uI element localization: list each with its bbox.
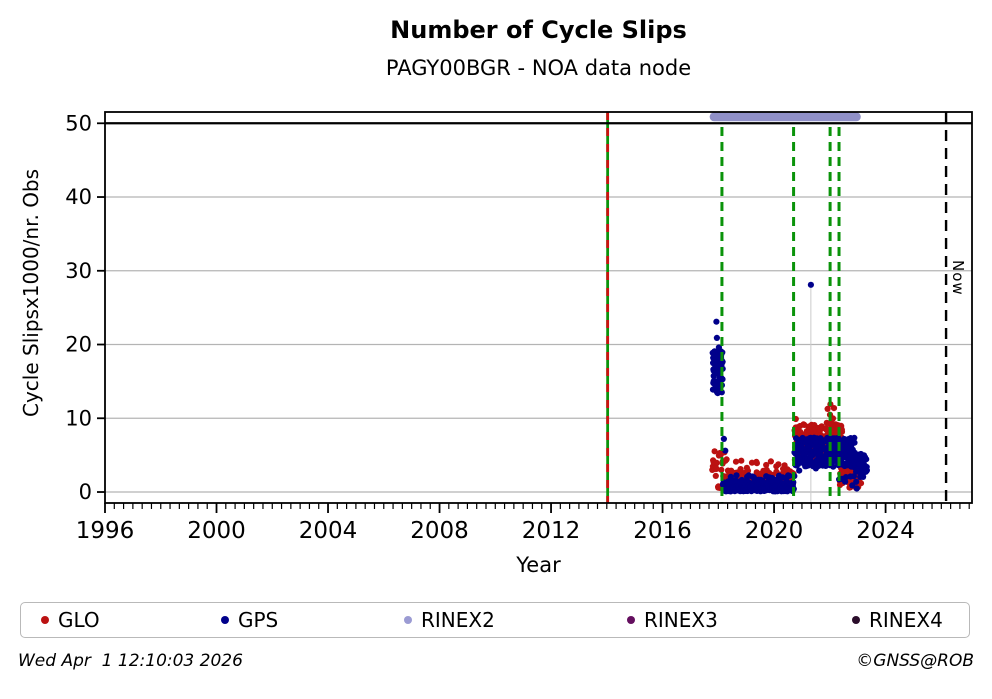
legend-label-gps: GPS (238, 608, 279, 632)
legend-label-glo: GLO (58, 608, 100, 632)
x-tick-label: 2000 (187, 518, 246, 544)
plot-frame (104, 111, 973, 504)
y-tick-label: 50 (65, 111, 92, 135)
y-tick-label: 10 (65, 406, 92, 430)
now-label: Now (949, 260, 967, 296)
legend-item-rinex2: RINEX2 (404, 603, 495, 637)
x-tick-label: 2012 (522, 518, 581, 544)
x-tick-label: 2020 (745, 518, 804, 544)
x-axis-label: Year (516, 553, 561, 577)
y-tick-label: 0 (79, 480, 92, 504)
y-tick-label: 20 (65, 333, 92, 357)
x-tick-label: 2024 (856, 518, 915, 544)
x-tick-label: 1996 (76, 518, 135, 544)
footer-copyright: ©GNSS@ROB (856, 651, 974, 671)
axis-ticks (97, 122, 970, 513)
legend-item-gps: GPS (221, 603, 278, 637)
gps-marker-icon (221, 616, 229, 624)
x-tick-label: 2008 (410, 518, 469, 544)
legend-item-rinex4: RINEX4 (852, 603, 943, 637)
legend-label-rinex3: RINEX3 (644, 608, 718, 632)
y-tick-labels: 0 10 20 30 40 50 (65, 111, 92, 504)
chart-title: Number of Cycle Slips (390, 16, 687, 44)
y-axis-label: Cycle Slipsx1000/nr. Obs (19, 168, 43, 417)
footer-timestamp: Wed Apr 1 12:10:03 2026 (18, 651, 243, 671)
chart-subtitle: PAGY00BGR - NOA data node (385, 56, 692, 80)
legend-item-rinex3: RINEX3 (627, 603, 718, 637)
legend-label-rinex4: RINEX4 (869, 608, 943, 632)
x-tick-labels: 1996 2000 2004 2008 2012 2016 2020 2024 (76, 518, 915, 544)
glo-marker-icon (41, 616, 49, 624)
legend-label-rinex2: RINEX2 (421, 608, 495, 632)
rinex4-marker-icon (852, 616, 860, 624)
rinex3-marker-icon (627, 616, 635, 624)
legend-item-glo: GLO (41, 603, 100, 637)
legend-box: GLO GPS RINEX2 RINEX3 RINEX4 (20, 602, 970, 638)
x-tick-label: 2016 (633, 518, 692, 544)
rinex2-marker-icon (404, 616, 412, 624)
y-tick-label: 40 (65, 185, 92, 209)
event-lines (606, 112, 841, 503)
y-tick-label: 30 (65, 259, 92, 283)
x-tick-label: 2004 (299, 518, 358, 544)
